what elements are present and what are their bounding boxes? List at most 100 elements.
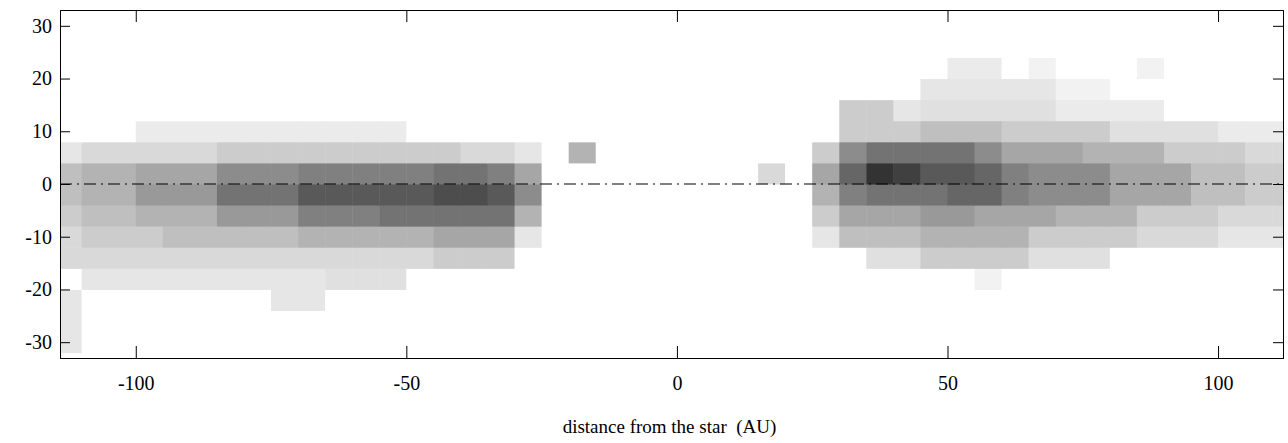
tick-mark (60, 289, 70, 290)
heat-cell (785, 121, 813, 143)
heat-cell (677, 163, 705, 185)
heat-cell (433, 289, 461, 311)
heat-cell (975, 100, 1003, 122)
tick: 30 (32, 15, 70, 37)
heat-cell (298, 226, 326, 248)
heat-cell (1083, 36, 1111, 58)
heat-cell (785, 268, 813, 290)
heat-cell (569, 289, 597, 311)
heat-cell (325, 205, 353, 227)
heat-cell (82, 205, 110, 227)
heat-cell (244, 184, 272, 206)
tick-mark (60, 184, 70, 185)
heat-cell (217, 163, 245, 185)
heat-cell (1029, 247, 1057, 269)
heat-cell (1245, 79, 1273, 101)
heat-cell (893, 226, 921, 248)
heat-cell (163, 163, 191, 185)
heat-cell (947, 79, 975, 101)
heat-cell (1137, 36, 1165, 58)
heat-cell (406, 311, 434, 333)
heat-cell (542, 36, 570, 58)
heat-cell (244, 36, 272, 58)
heat-cell (758, 332, 786, 354)
heat-cell (569, 121, 597, 143)
heat-cell (82, 311, 110, 333)
heat-cell (893, 36, 921, 58)
y-axis: -30-20-100102030 (25, 11, 70, 359)
heat-cell (60, 15, 82, 37)
heat-cell (515, 121, 543, 143)
heat-cell (596, 15, 624, 37)
heat-cell (1164, 121, 1192, 143)
heat-cell (1029, 226, 1057, 248)
plot-area (60, 15, 1283, 353)
heat-cell (1110, 311, 1138, 333)
heat-cell (136, 226, 164, 248)
heat-cell (650, 142, 678, 164)
heat-cell (839, 311, 867, 333)
heat-cell (271, 142, 299, 164)
heat-cell (1164, 15, 1192, 37)
heat-cell (271, 163, 299, 185)
heat-cell (190, 163, 218, 185)
heat-cell (379, 100, 407, 122)
heat-cell (488, 121, 516, 143)
tick (1273, 79, 1283, 80)
heat-cell (515, 289, 543, 311)
heat-cell (677, 57, 705, 79)
heat-cell (1056, 184, 1084, 206)
heat-cell (975, 57, 1003, 79)
heat-cell (1110, 36, 1138, 58)
heat-cell (406, 142, 434, 164)
heat-cell (596, 205, 624, 227)
heat-cell (731, 205, 759, 227)
heat-cell (1056, 205, 1084, 227)
heat-cell (731, 79, 759, 101)
heat-cell (433, 100, 461, 122)
heat-cell (433, 268, 461, 290)
heat-cell (1056, 142, 1084, 164)
tick (136, 10, 137, 22)
heat-cell (60, 36, 82, 58)
heat-cell (406, 79, 434, 101)
heat-cell (352, 311, 380, 333)
heat-cell (866, 289, 894, 311)
heat-cell (677, 268, 705, 290)
heat-cell (1137, 268, 1165, 290)
heat-cell (677, 205, 705, 227)
heat-cell (1164, 205, 1192, 227)
heat-cell (217, 289, 245, 311)
heat-cell (352, 226, 380, 248)
heat-cell (839, 163, 867, 185)
heat-cell (60, 332, 82, 354)
heat-cell (352, 332, 380, 354)
heat-cell (1191, 226, 1219, 248)
heat-cell (271, 36, 299, 58)
heat-cell (947, 332, 975, 354)
heat-cell (163, 100, 191, 122)
tick: -20 (25, 278, 70, 300)
heat-cell (677, 184, 705, 206)
heat-cell (82, 184, 110, 206)
heat-cell (217, 205, 245, 227)
heat-cell (60, 100, 82, 122)
heat-cell (60, 121, 82, 143)
heat-cell (325, 100, 353, 122)
heat-cell (975, 79, 1003, 101)
heat-cell (569, 205, 597, 227)
heat-cell (1137, 79, 1165, 101)
heat-cell (623, 57, 651, 79)
heat-cell (623, 226, 651, 248)
heat-cell (1002, 289, 1030, 311)
heat-cell (1245, 142, 1273, 164)
heat-cell (893, 121, 921, 143)
heat-cell (298, 142, 326, 164)
tick-label: 0 (42, 173, 52, 195)
heat-cell (1110, 15, 1138, 37)
heat-cell (623, 268, 651, 290)
heat-cell (542, 163, 570, 185)
heat-cell (515, 15, 543, 37)
heat-cell (1218, 205, 1246, 227)
heat-cell (244, 15, 272, 37)
